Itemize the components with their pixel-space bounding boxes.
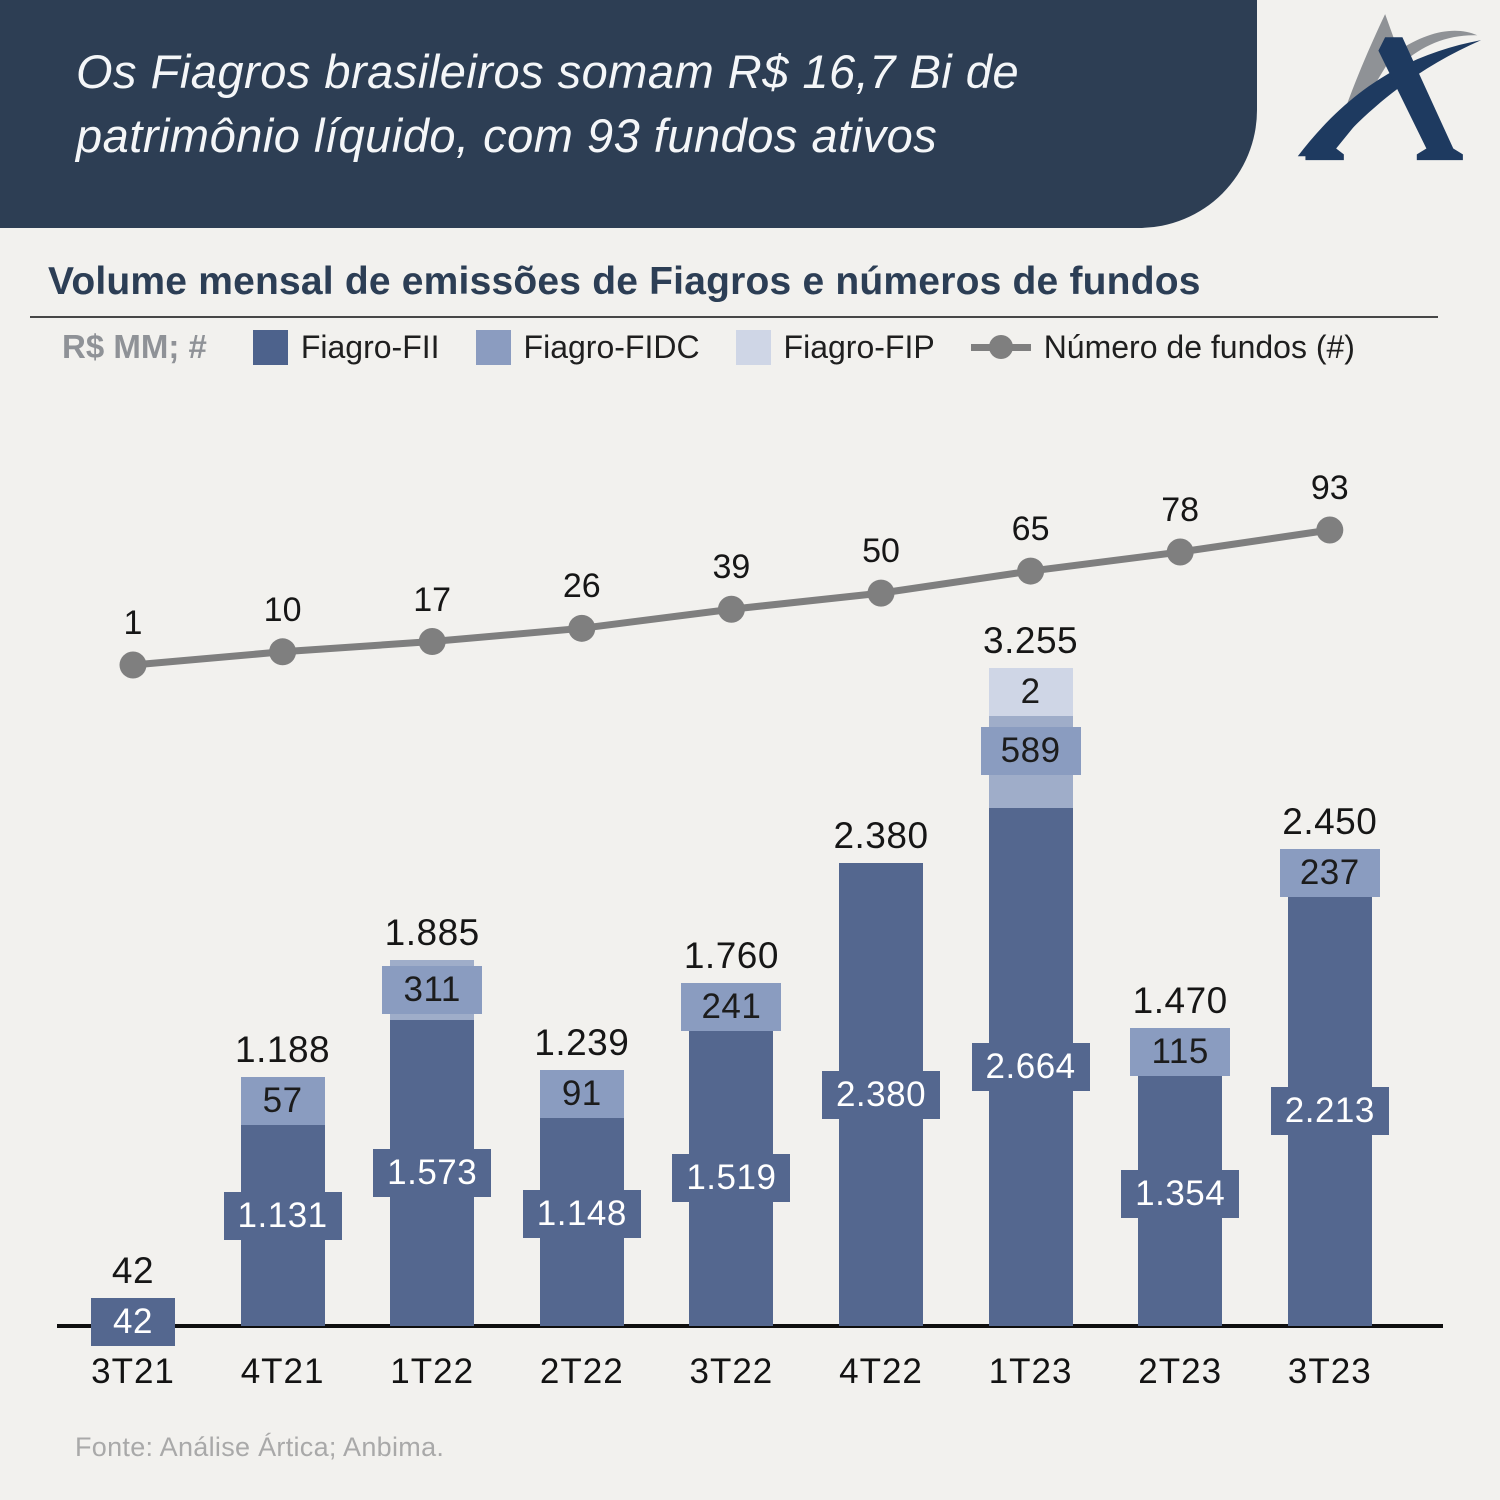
bar-value-badge-fiagro-fii-2t23: 1.354: [1121, 1170, 1240, 1219]
page-title-line1: Os Fiagros brasileiros somam R$ 16,7 Bi …: [76, 45, 1020, 98]
x-axis-label-3t21: 3T21: [91, 1352, 175, 1391]
funds-dot-3t21: [119, 651, 147, 679]
bar-total-label-4t21: 1.188: [235, 1028, 331, 1070]
x-axis-label-2t23: 2T23: [1138, 1352, 1223, 1391]
bar-value-badge-fiagro-fii-3t21: 42: [91, 1297, 175, 1346]
bar-total-label-3t22: 1.760: [683, 935, 779, 977]
x-axis-label-4t21: 4T21: [240, 1352, 325, 1391]
bar-value-badge-fiagro-fii-1t22: 1.573: [373, 1149, 492, 1198]
funds-value-label-2t22: 26: [562, 567, 601, 606]
page-title: Os Fiagros brasileiros somam R$ 16,7 Bi …: [76, 40, 1019, 168]
bar-value-badge-fiagro-fii-4t21: 1.131: [223, 1192, 342, 1241]
bar-value-badge-fiagro-fidc-3t22: 241: [681, 983, 782, 1032]
funds-dot-2t22: [568, 614, 596, 642]
legend-label: Fiagro-FII: [300, 328, 440, 365]
funds-value-label-1t23: 65: [1011, 510, 1050, 549]
funds-value-label-2t23: 78: [1161, 491, 1200, 529]
x-axis-label-2t22: 2T22: [539, 1352, 624, 1391]
source-note: Fonte: Análise Ártica; Anbima.: [75, 1432, 445, 1462]
bar-total-label-4t22: 2.380: [833, 815, 929, 857]
bar-value-badge-fiagro-fidc-2t23: 115: [1130, 1027, 1231, 1076]
legend-item-fiagro-fip: Fiagro-FIP: [735, 328, 935, 366]
chart-legend: R$ MM; # Fiagro-FII Fiagro-FIDC Fiagro-FIP…: [62, 328, 1355, 366]
bar-value-badge-fiagro-fii-3t22: 1.519: [672, 1154, 791, 1203]
title-divider: [30, 316, 1438, 318]
legend-swatch-icon: [475, 329, 511, 365]
funds-dot-2t23: [1166, 538, 1194, 566]
funds-value-label-3t23: 93: [1310, 468, 1349, 507]
legend-item-n-mero-de-fundos-: Número de fundos (#): [970, 328, 1355, 366]
bar-total-label-2t22: 1.239: [534, 1021, 630, 1063]
legend-swatch-icon: [735, 329, 771, 365]
x-axis-line: [57, 1324, 1443, 1328]
axis-unit-label: R$ MM; #: [62, 328, 207, 365]
legend-label: Fiagro-FIP: [783, 328, 935, 365]
bar-value-badge-fiagro-fii-4t22: 2.380: [822, 1070, 940, 1119]
funds-dot-1t23: [1017, 557, 1045, 585]
bar-value-badge-fiagro-fidc-3t23: 237: [1279, 848, 1380, 897]
x-axis-label-4t22: 4T22: [839, 1352, 923, 1391]
artica-logo: [1297, 14, 1482, 161]
x-axis-label-3t22: 3T22: [689, 1352, 774, 1391]
legend-swatch-icon: [252, 329, 288, 365]
bar-value-badge-fiagro-fidc-4t21: 57: [240, 1076, 325, 1125]
legend-label: Fiagro-FIDC: [523, 328, 700, 365]
funds-dot-1t22: [418, 628, 446, 656]
bar-value-badge-fiagro-fii-2t22: 1.148: [522, 1190, 641, 1239]
bar-total-label-2t23: 1.470: [1132, 979, 1228, 1021]
chart-title: Volume mensal de emissões de Fiagros e n…: [48, 260, 1201, 303]
funds-dot-4t21: [269, 638, 297, 666]
funds-dot-3t23: [1316, 516, 1344, 544]
bar-total-label-3t21: 42: [111, 1249, 155, 1291]
bar-value-badge-fiagro-fii-1t23: 2.664: [971, 1042, 1090, 1091]
funds-dot-3t22: [717, 595, 745, 623]
funds-value-label-1t22: 17: [413, 580, 452, 619]
bar-total-label-3t23: 2.450: [1282, 800, 1378, 842]
bar-value-badge-fiagro-fidc-2t22: 91: [539, 1069, 624, 1118]
bar-value-badge-fiagro-fii-3t23: 2.213: [1270, 1086, 1389, 1135]
bar-value-badge-fiagro-fidc-1t22: 311: [382, 965, 483, 1014]
legend-item-fiagro-fidc: Fiagro-FIDC: [475, 328, 700, 366]
funds-dot-4t22: [867, 579, 895, 607]
funds-value-label-3t22: 39: [712, 548, 751, 587]
bar-total-label-1t23: 3.255: [983, 620, 1079, 662]
legend-item-fiagro-fii: Fiagro-FII: [252, 328, 440, 366]
x-axis-label-1t22: 1T22: [390, 1352, 475, 1391]
legend-line-dot-icon: [970, 334, 1031, 360]
x-axis-label-3t23: 3T23: [1287, 1352, 1372, 1391]
bar-total-label-1t22: 1.885: [384, 911, 480, 953]
funds-value-label-4t22: 50: [862, 532, 900, 571]
page-title-line2: patrimônio líquido, com 93 fundos ativos: [76, 109, 938, 162]
legend-label: Número de fundos (#): [1043, 328, 1355, 365]
x-axis-label-1t23: 1T23: [988, 1352, 1073, 1391]
funds-value-label-4t21: 10: [263, 590, 302, 629]
funds-value-label-3t21: 1: [123, 604, 143, 642]
bar-value-badge-fiagro-fip-1t23: 2: [988, 668, 1073, 717]
bar-value-badge-fiagro-fidc-1t23: 589: [980, 726, 1081, 775]
header-banner: [0, 0, 1257, 228]
